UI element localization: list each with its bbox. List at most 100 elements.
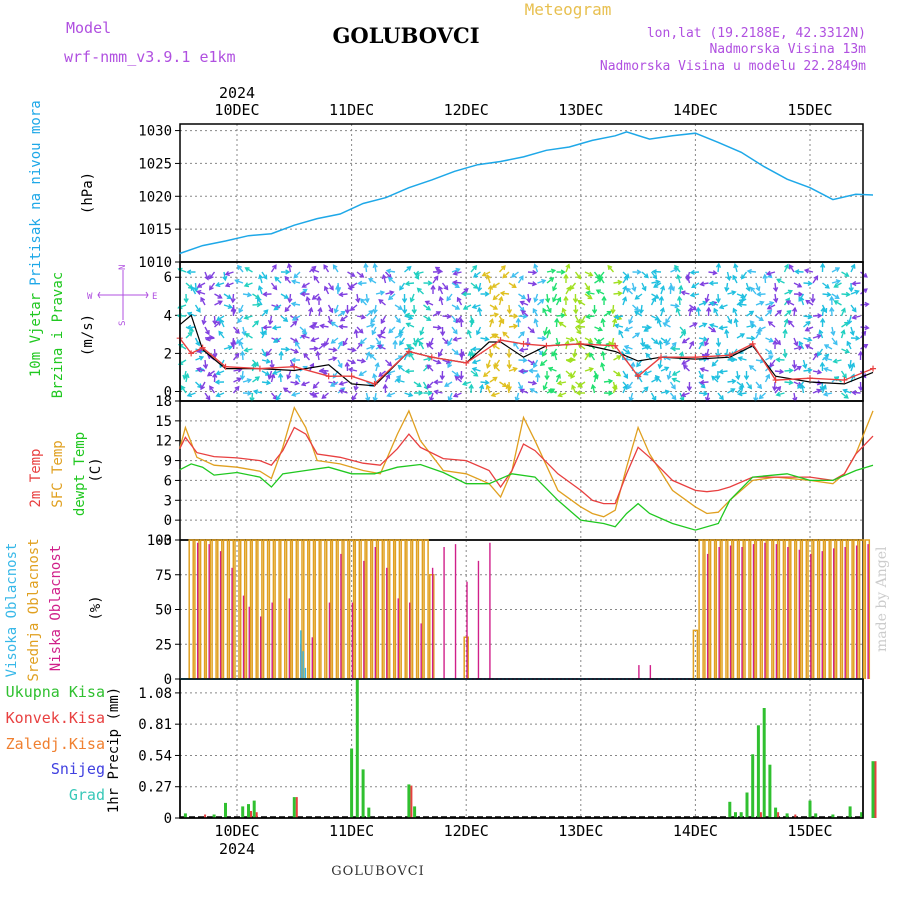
precip-bar-total [734,812,737,818]
wind-arrow-head [406,265,412,271]
wind-arrow-head [788,264,794,270]
wind-arrow-head [397,305,403,310]
wind-arrow-head [564,339,570,346]
wind-arrow-head [851,307,857,313]
wind-arrow-head [817,351,822,357]
wind-arrow-head [438,285,443,291]
wind-arrow-head [195,367,202,373]
precip-bar-total [728,801,732,818]
wind-arrow-head [813,275,819,281]
wind-arrow-head [680,290,686,296]
wind-arrow-head [256,302,262,308]
wind-arrow-head [471,346,477,352]
wind-arrow-head [588,367,594,373]
wind-arrow-head [324,341,330,347]
cloud-bar-mid [767,539,773,679]
wind-arrow-head [664,366,670,372]
wind-arrow-head [532,307,538,314]
precip-bar-total [768,764,772,818]
wind-arrow-head [387,277,393,282]
precip-bar-total [739,812,743,818]
wind-arrow-head [798,340,804,347]
wind-arrow-head [412,341,418,348]
wind-arrow-head [454,305,461,310]
wind-speed-marker [291,363,298,370]
wind-speed-marker [520,340,527,347]
y-tick-label: 100 [147,533,172,549]
cloud-bar-mid [853,539,859,679]
wind-arrow-head [691,283,697,289]
wind-ylabel-2: Brzina i Pravac [50,272,66,398]
wind-arrow-head [600,350,606,357]
wind-arrow-head [555,373,561,379]
wind-arrow-head [321,394,327,399]
cloud-bar-mid [423,539,429,679]
wind-arrow-head [419,330,425,336]
wind-arrow-head [424,300,430,306]
wind-arrow-head [333,308,339,314]
wind-arrow-head [411,309,417,315]
wind-arrow-head [493,364,499,370]
temp-2m-line [179,426,874,505]
wind-arrow-head [733,262,739,269]
wind-arrow-head [532,363,538,369]
wind-arrow-head [433,275,439,281]
wind-arrow-head [340,310,346,316]
wind-arrow-head [776,309,782,315]
wind-arrow-head [359,339,365,345]
wind-arrow-head [349,283,355,289]
panel-frame [179,678,864,819]
wind-arrow [257,297,263,306]
cloud-bar-mid [343,539,349,679]
wind-arrow-head [651,269,657,275]
wind-arrow-head [319,323,325,329]
wind-arrow-head [492,376,498,382]
wind-arrow-head [566,357,572,364]
wind-arrow-head [378,299,384,304]
wind-arrow-head [816,369,823,375]
wind-arrow-head [446,296,452,302]
compass-north: N [118,265,128,270]
wind-arrow-head [577,299,583,305]
wind-arrow-head [455,318,461,324]
wind-arrow [447,359,453,368]
wind-arrow-head [692,322,698,328]
y-tick-label: 0 [164,384,172,400]
wind-arrow-head [550,268,557,274]
wind-arrow-head [572,352,578,359]
wind-arrow-head [468,383,474,389]
wind-arrow-head [244,333,250,338]
y-tick-label: 0.54 [138,748,172,764]
top-day-label: 13DEC [558,101,603,119]
precip-bar-total [361,769,365,818]
wind-arrow [232,293,235,303]
wind-arrow-head [726,275,732,282]
wind-arrow-head [656,318,662,324]
wind-arrow-head [851,280,857,287]
wind-frame-overlay [179,261,864,402]
wind-arrow-head [747,384,752,390]
wind-arrow-head [262,329,267,336]
wind-arrow-head [295,341,300,347]
wind-arrow-head [848,287,854,293]
wind-arrow-head [820,306,826,312]
wind-arrow-head [312,322,318,327]
precip-bar-total [774,807,778,818]
wind-arrow-head [560,312,566,319]
wind-arrow-head [376,333,383,339]
wind-arrow-head [252,389,259,395]
wind-arrow-head [858,386,864,392]
wind-arrow-head [350,272,356,277]
wind-arrow-head [807,367,813,373]
wind-arrow-head [727,356,733,362]
wind-arrow-head [511,283,517,289]
wind-arrow-head [623,344,630,350]
wind-arrow-head [522,313,528,320]
wind-arrow-head [765,270,772,276]
cloud-bar-mid [348,539,355,679]
wind-arrow-head [612,384,618,390]
wind-arrow-head [702,336,709,342]
cloud-bar-mid [222,539,229,679]
wind-arrow [750,287,757,295]
wind-arrow-head [552,297,558,303]
